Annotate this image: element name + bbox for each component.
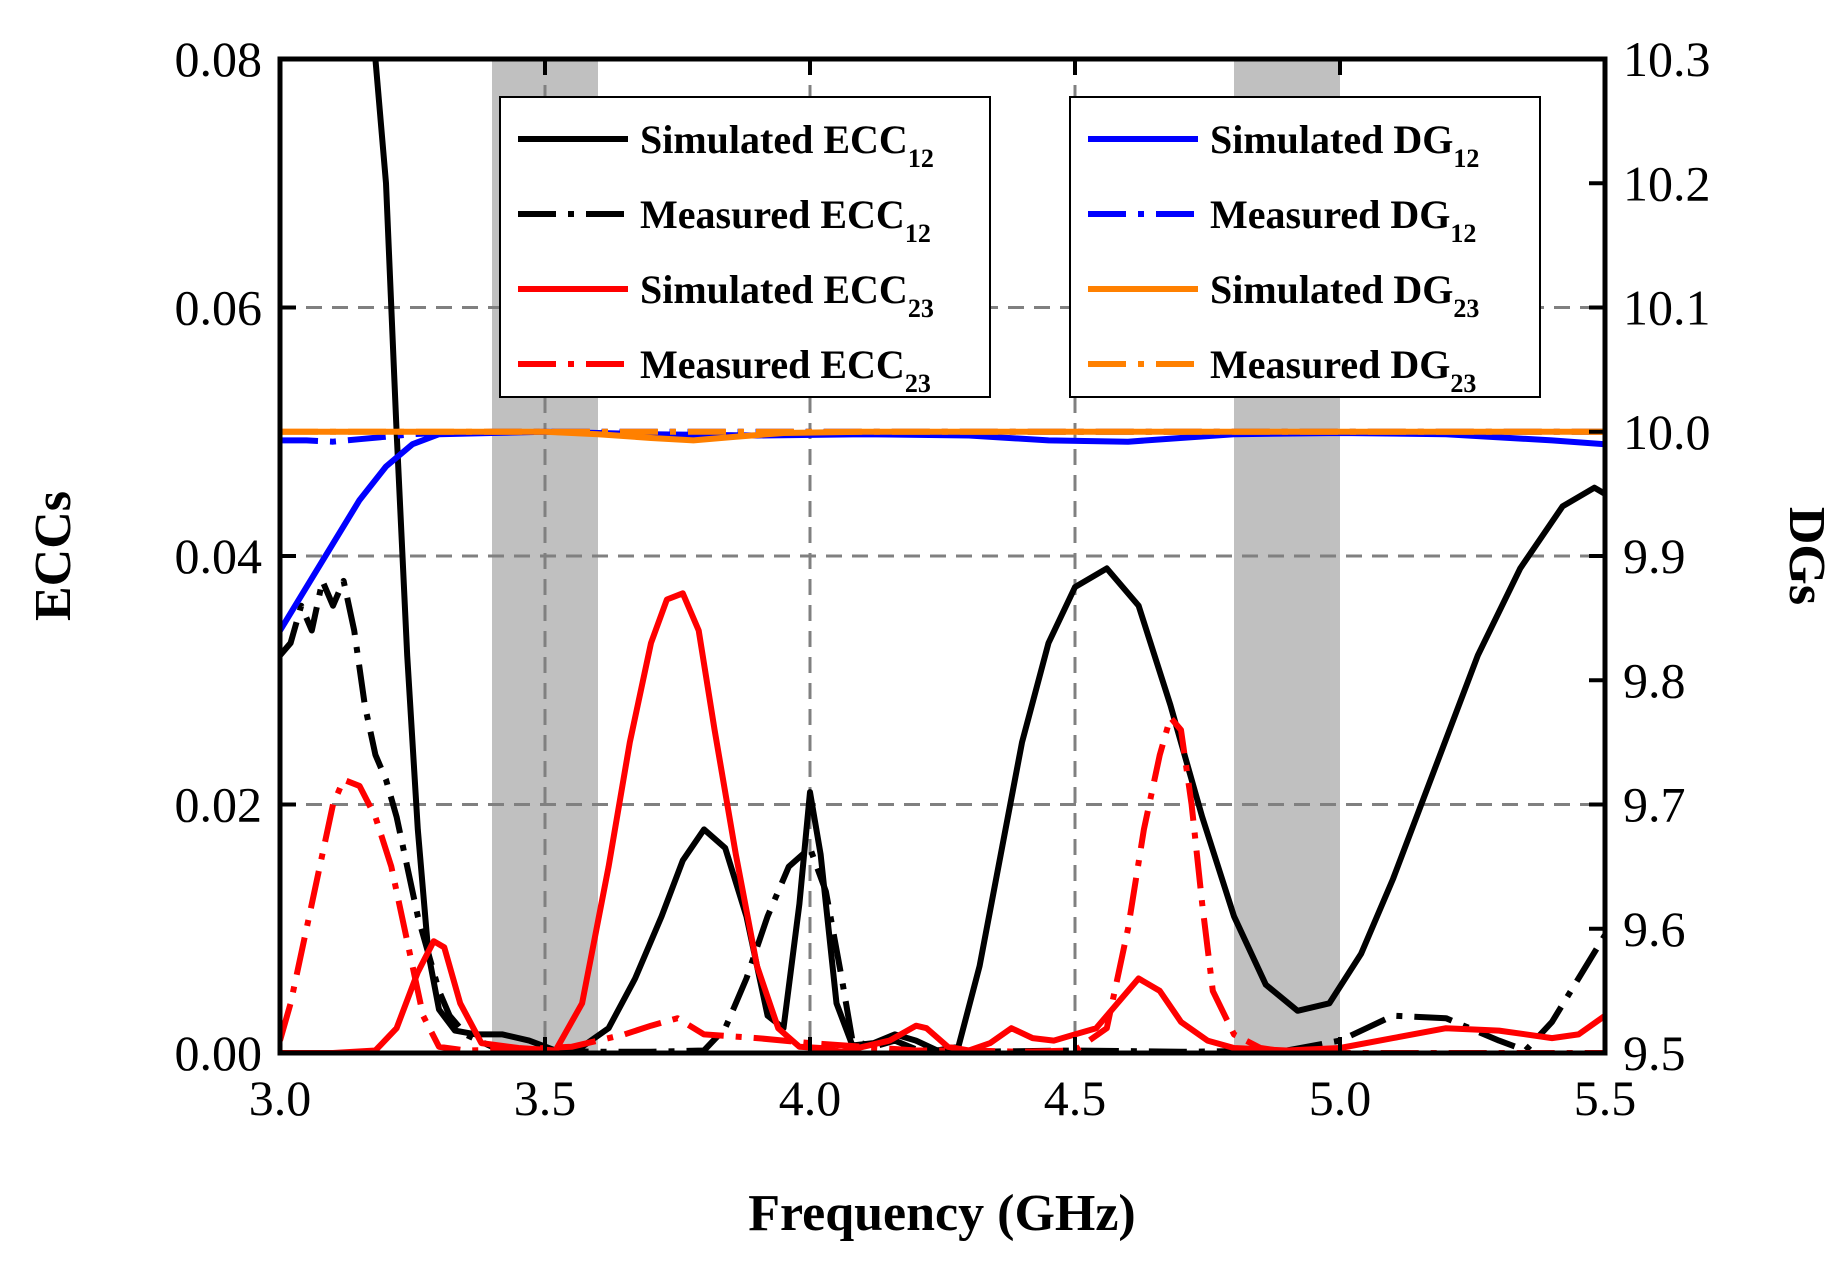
y-right-tick-label: 9.7 bbox=[1623, 777, 1686, 833]
series-line-measured-ecc23 bbox=[280, 714, 1605, 1053]
axis-ticks: 3.0 3.5 4.0 4.5 5.0 5.5 0.00 0.02 0.04 0.06 0.08 9.… bbox=[175, 31, 1711, 1126]
legend-label: Simulated DG12 bbox=[1210, 117, 1479, 173]
x-axis-title: Frequency (GHz) bbox=[748, 1185, 1136, 1242]
legend-top-right: Simulated DG12 Measured DG12 Simulated DG2… bbox=[1069, 96, 1541, 398]
legends: Simulated ECC12 Measured ECC12 Simulated E… bbox=[499, 96, 1541, 398]
y-right-tick-label: 10.1 bbox=[1623, 280, 1711, 336]
x-tick-label: 5.0 bbox=[1309, 1070, 1372, 1126]
legend-label: Measured DG12 bbox=[1210, 192, 1476, 248]
data-series bbox=[280, 59, 1605, 1053]
legend-label: Simulated DG23 bbox=[1210, 267, 1479, 323]
legend-box bbox=[1069, 96, 1541, 398]
y-right-tick-label: 10.3 bbox=[1623, 31, 1711, 87]
x-tick-label: 3.0 bbox=[249, 1070, 312, 1126]
y-left-tick-label: 0.08 bbox=[175, 31, 263, 87]
y-left-axis-title: ECCs bbox=[25, 491, 82, 621]
legend-box bbox=[499, 96, 991, 398]
x-tick-label: 3.5 bbox=[514, 1070, 577, 1126]
x-tick-label: 4.0 bbox=[779, 1070, 842, 1126]
y-right-tick-label: 10.0 bbox=[1623, 404, 1711, 460]
series-line-measured-ecc12 bbox=[280, 577, 1605, 1053]
legend-label: Simulated ECC12 bbox=[640, 117, 934, 173]
y-right-tick-label: 10.2 bbox=[1623, 155, 1711, 211]
y-right-tick-label: 9.9 bbox=[1623, 528, 1686, 584]
x-tick-label: 4.5 bbox=[1044, 1070, 1107, 1126]
legend-label: Measured ECC12 bbox=[640, 192, 931, 248]
legend-label: Measured ECC23 bbox=[640, 342, 931, 398]
y-left-tick-label: 0.02 bbox=[175, 777, 263, 833]
legend-label: Measured DG23 bbox=[1210, 342, 1476, 398]
series-line-simulated-dg12 bbox=[280, 428, 1605, 633]
y-right-axis-title: DGs bbox=[1778, 507, 1831, 605]
y-right-tick-label: 9.5 bbox=[1623, 1025, 1686, 1081]
y-right-tick-label: 9.8 bbox=[1623, 652, 1686, 708]
legend-top-center: Simulated ECC12 Measured ECC12 Simulated E… bbox=[499, 96, 991, 398]
x-tick-label: 5.5 bbox=[1574, 1070, 1637, 1126]
y-right-tick-label: 9.6 bbox=[1623, 901, 1686, 957]
y-left-tick-label: 0.00 bbox=[175, 1025, 263, 1081]
y-left-tick-label: 0.06 bbox=[175, 280, 263, 336]
y-left-tick-label: 0.04 bbox=[175, 528, 263, 584]
legend-label: Simulated ECC23 bbox=[640, 267, 934, 323]
series-line-simulated-ecc23 bbox=[280, 590, 1605, 1053]
